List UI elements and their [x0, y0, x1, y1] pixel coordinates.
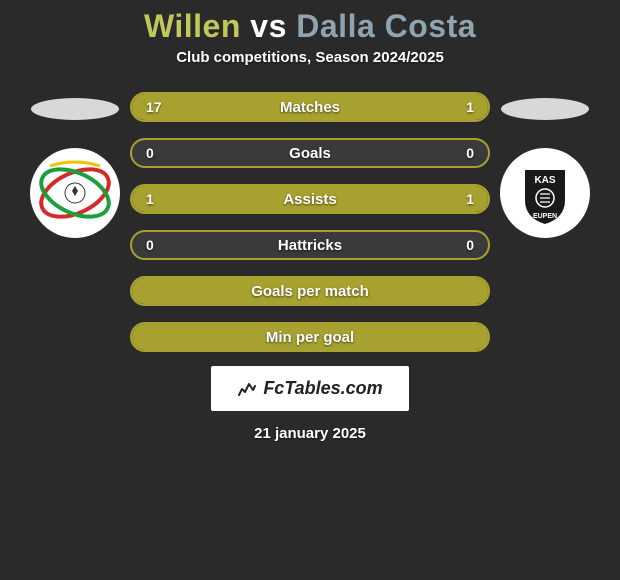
- stat-label: Goals per match: [251, 283, 369, 300]
- date-text: 21 january 2025: [254, 425, 366, 442]
- right-side: KAS EUPEN: [490, 92, 600, 238]
- stat-label: Hattricks: [278, 237, 342, 254]
- svg-text:EUPEN: EUPEN: [533, 213, 557, 220]
- stats-column: 17 1 Matches 0 0 Goals 1 1 Assists 0 0 Hattricks Goa…: [130, 92, 490, 352]
- subtitle: Club competitions, Season 2024/2025: [176, 49, 444, 66]
- left-halo: [31, 98, 119, 120]
- stat-row: 0 0 Goals: [130, 138, 490, 168]
- fctables-logo-icon: [237, 379, 257, 399]
- brand-text: FcTables.com: [263, 378, 382, 399]
- page-title: Willen vs Dalla Costa: [144, 8, 476, 45]
- stat-fill-left: [132, 94, 417, 120]
- stat-row: Goals per match: [130, 276, 490, 306]
- stat-fill-right: [417, 94, 488, 120]
- stat-label: Matches: [280, 99, 340, 116]
- right-halo: [501, 98, 589, 120]
- stat-value-left: 0: [146, 237, 154, 253]
- vs-text: vs: [250, 8, 287, 44]
- left-side: [20, 92, 130, 238]
- stat-value-right: 1: [466, 99, 474, 115]
- stat-row: Min per goal: [130, 322, 490, 352]
- stat-value-left: 17: [146, 99, 162, 115]
- stat-row: 1 1 Assists: [130, 184, 490, 214]
- stat-value-left: 0: [146, 145, 154, 161]
- zulte-waregem-logo-icon: [30, 148, 120, 238]
- kas-eupen-logo-icon: KAS EUPEN: [500, 148, 590, 238]
- stat-label: Goals: [289, 145, 331, 162]
- stat-value-right: 0: [466, 145, 474, 161]
- right-team-logo: KAS EUPEN: [500, 148, 590, 238]
- stat-row: 0 0 Hattricks: [130, 230, 490, 260]
- player1-name: Willen: [144, 8, 241, 44]
- main-row: 17 1 Matches 0 0 Goals 1 1 Assists 0 0 Hattricks Goa…: [0, 92, 620, 352]
- left-team-logo: [30, 148, 120, 238]
- stat-value-right: 0: [466, 237, 474, 253]
- stat-label: Assists: [283, 191, 336, 208]
- stat-row: 17 1 Matches: [130, 92, 490, 122]
- player2-name: Dalla Costa: [296, 8, 476, 44]
- stat-value-left: 1: [146, 191, 154, 207]
- brand-footer[interactable]: FcTables.com: [211, 366, 408, 411]
- stat-value-right: 1: [466, 191, 474, 207]
- svg-text:KAS: KAS: [534, 175, 555, 186]
- stat-label: Min per goal: [266, 329, 354, 346]
- comparison-card: Willen vs Dalla Costa Club competitions,…: [0, 0, 620, 580]
